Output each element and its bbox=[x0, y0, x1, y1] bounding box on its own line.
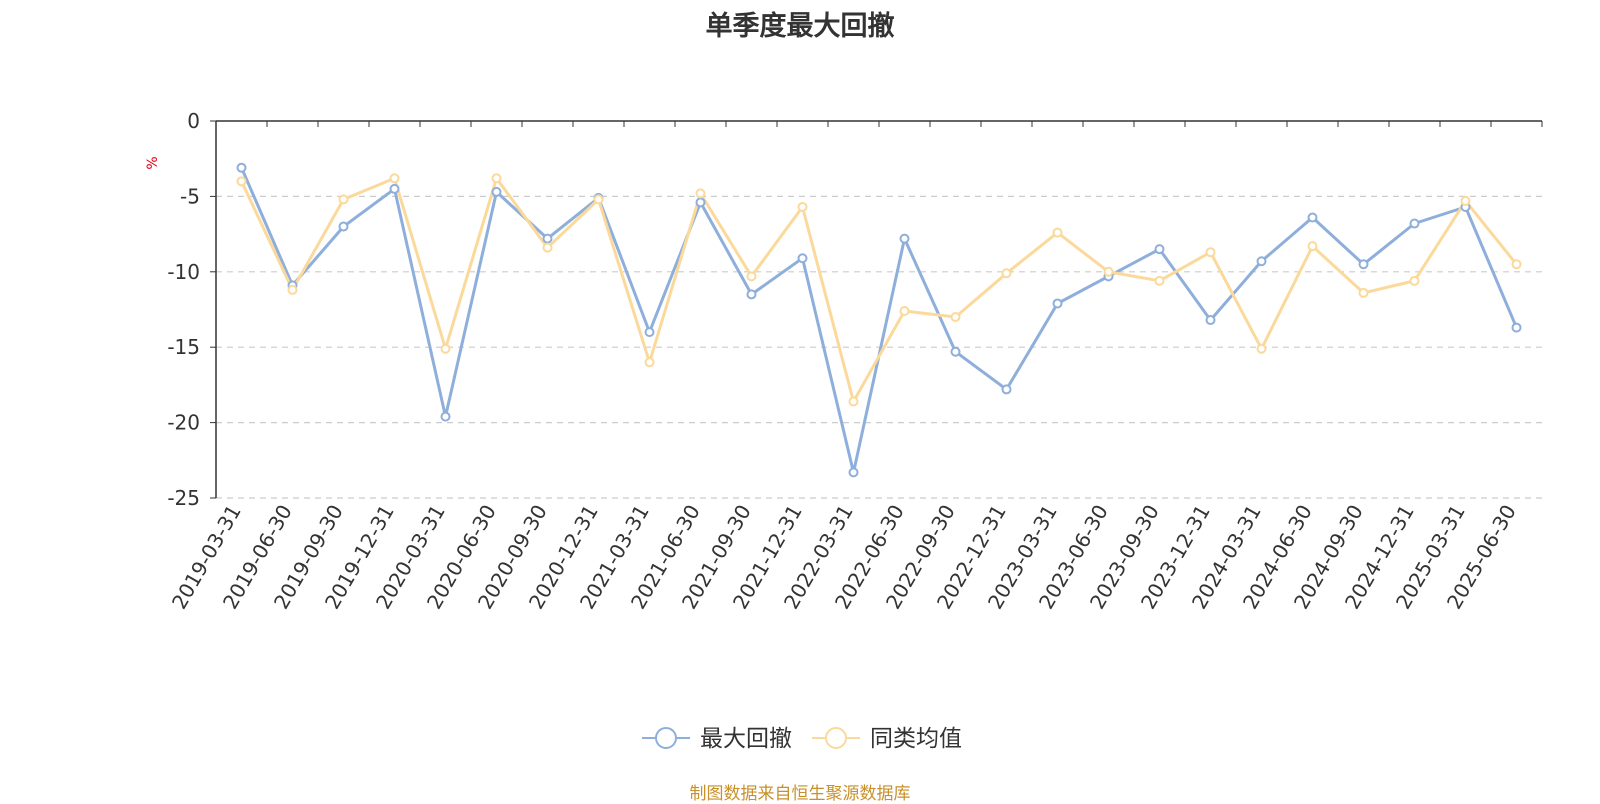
data-point-series-1 bbox=[1511, 322, 1522, 333]
legend-marker-swatch bbox=[825, 727, 847, 749]
data-point-series-2 bbox=[1307, 241, 1318, 252]
legend-item-1[interactable]: 最大回撤 bbox=[642, 726, 792, 752]
data-point-series-2 bbox=[797, 201, 808, 212]
data-point-series-2 bbox=[695, 188, 706, 199]
data-point-series-1 bbox=[1256, 256, 1267, 267]
data-point-series-2 bbox=[899, 306, 910, 317]
y-tick-label: -15 bbox=[167, 335, 200, 359]
data-point-series-1 bbox=[1205, 315, 1216, 326]
legend-marker-swatch bbox=[655, 727, 677, 749]
data-point-series-1 bbox=[542, 233, 553, 244]
data-source-note: 制图数据来自恒生聚源数据库 bbox=[689, 784, 911, 804]
data-point-series-2 bbox=[1052, 227, 1063, 238]
data-point-series-1 bbox=[848, 467, 859, 478]
data-point-series-2 bbox=[746, 271, 757, 282]
data-point-series-1 bbox=[1001, 384, 1012, 395]
gridlines bbox=[216, 195, 1542, 499]
chart-title: 单季度最大回撤 bbox=[705, 11, 895, 42]
data-point-series-2 bbox=[542, 242, 553, 253]
data-point-series-1 bbox=[797, 253, 808, 264]
legend: 最大回撤 同类均值 bbox=[642, 726, 962, 752]
data-point-series-2 bbox=[287, 284, 298, 295]
data-point-series-2 bbox=[440, 343, 451, 354]
series-lines bbox=[236, 162, 1522, 478]
data-point-series-1 bbox=[440, 411, 451, 422]
data-point-series-1 bbox=[338, 221, 349, 232]
data-point-series-2 bbox=[1511, 259, 1522, 270]
legend-label: 最大回撤 bbox=[700, 726, 792, 752]
data-point-series-2 bbox=[389, 173, 400, 184]
data-point-series-1 bbox=[236, 162, 247, 173]
y-tick-label: -10 bbox=[167, 260, 200, 284]
data-point-series-2 bbox=[236, 176, 247, 187]
data-point-series-2 bbox=[848, 396, 859, 407]
data-point-series-2 bbox=[1103, 266, 1114, 277]
data-point-series-2 bbox=[1358, 287, 1369, 298]
data-point-series-2 bbox=[1154, 275, 1165, 286]
series-line-2 bbox=[240, 176, 1518, 403]
legend-label: 同类均值 bbox=[870, 726, 962, 752]
data-point-series-2 bbox=[1409, 275, 1420, 286]
y-axis-unit-label: % bbox=[145, 156, 161, 169]
data-point-series-2 bbox=[1460, 195, 1471, 206]
data-point-series-1 bbox=[746, 289, 757, 300]
data-point-series-2 bbox=[1001, 268, 1012, 279]
y-tick-label: -5 bbox=[180, 184, 200, 208]
data-point-series-2 bbox=[644, 357, 655, 368]
data-point-series-1 bbox=[695, 197, 706, 208]
data-point-series-1 bbox=[1154, 244, 1165, 255]
data-point-series-2 bbox=[338, 194, 349, 205]
y-tick-label: 0 bbox=[187, 109, 200, 133]
data-point-series-1 bbox=[1307, 212, 1318, 223]
axes: 0-5-10-15-20-252019-03-312019-06-302019-… bbox=[167, 109, 1543, 613]
data-point-series-1 bbox=[491, 186, 502, 197]
series-line-1 bbox=[240, 167, 1518, 474]
y-tick-label: -25 bbox=[167, 486, 200, 510]
data-point-series-1 bbox=[899, 233, 910, 244]
data-point-series-2 bbox=[1205, 247, 1216, 258]
data-point-series-2 bbox=[491, 173, 502, 184]
data-point-series-1 bbox=[1409, 218, 1420, 229]
data-point-series-1 bbox=[1358, 259, 1369, 270]
data-point-series-2 bbox=[1256, 343, 1267, 354]
data-point-series-1 bbox=[1052, 298, 1063, 309]
data-point-series-1 bbox=[389, 183, 400, 194]
data-point-series-2 bbox=[950, 312, 961, 323]
data-point-series-2 bbox=[593, 194, 604, 205]
legend-item-2[interactable]: 同类均值 bbox=[812, 726, 962, 752]
y-tick-label: -20 bbox=[167, 411, 200, 435]
data-point-series-1 bbox=[950, 346, 961, 357]
data-point-series-1 bbox=[644, 327, 655, 338]
